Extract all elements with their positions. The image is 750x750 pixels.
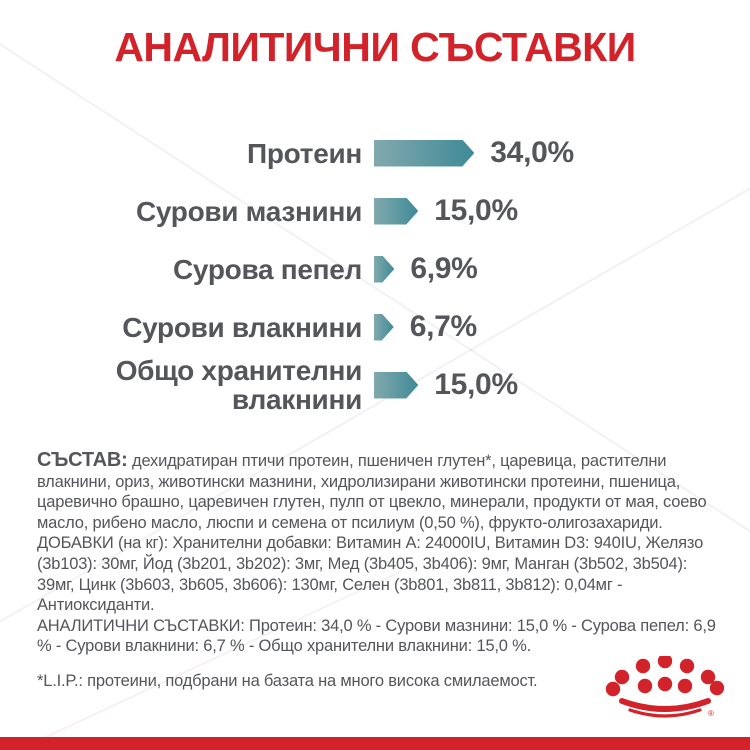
analytical-chart: Протеин 34,0% Сурови мазнини 15,0% Суров… <box>30 124 650 414</box>
registered-mark: ® <box>708 709 714 718</box>
chart-bar <box>374 256 394 283</box>
chart-bar <box>374 198 418 225</box>
additives-paragraph: ДОБАВКИ (на кг): Хранителни добавки: Вит… <box>37 534 704 615</box>
lip-footnote: *L.I.P.: протеини, подбрани на базата на… <box>37 671 538 690</box>
chart-bar <box>374 372 418 399</box>
chart-row-value: 34,0% <box>490 136 574 169</box>
chart-row-label: Сурови мазнини <box>135 195 362 227</box>
analytical-paragraph: АНАЛИТИЧНИ СЪСТАВКИ: Протеин: 34,0 % - С… <box>37 616 716 656</box>
chart-row-label: Сурова пепел <box>173 253 362 285</box>
brand-red-bar <box>0 737 750 750</box>
chart-row-label: Общо хранителни влакнини <box>115 355 363 415</box>
chart-row-value: 6,9% <box>410 252 478 285</box>
chart-row: Общо хранителни влакнини 15,0% <box>30 356 650 414</box>
royal-canin-crown-icon: ® <box>605 656 724 718</box>
chart-row-label: Сурови влакнини <box>122 311 362 343</box>
chart-row: Сурова пепел 6,9% <box>30 240 650 298</box>
chart-row: Протеин 34,0% <box>30 124 650 182</box>
composition-label: СЪСТАВ: <box>37 449 128 471</box>
chart-row: Сурови мазнини 15,0% <box>30 182 650 240</box>
chart-row-value: 6,7% <box>409 310 477 343</box>
chart-row-value: 15,0% <box>434 368 518 401</box>
chart-row-label: Протеин <box>247 137 362 169</box>
chart-row: Сурови влакнини 6,7% <box>30 298 650 356</box>
composition-text: дехидратиран птичи протеин, пшеничен глу… <box>37 452 707 532</box>
ingredients-text: СЪСТАВ: дехидратиран птичи протеин, пшен… <box>37 450 717 692</box>
chart-row-value: 15,0% <box>434 194 518 227</box>
composition-paragraph: СЪСТАВ: дехидратиран птичи протеин, пшен… <box>37 450 717 533</box>
page-title: АНАЛИТИЧНИ СЪСТАВКИ <box>114 24 636 70</box>
chart-bar <box>374 314 394 341</box>
chart-bar <box>374 140 474 167</box>
